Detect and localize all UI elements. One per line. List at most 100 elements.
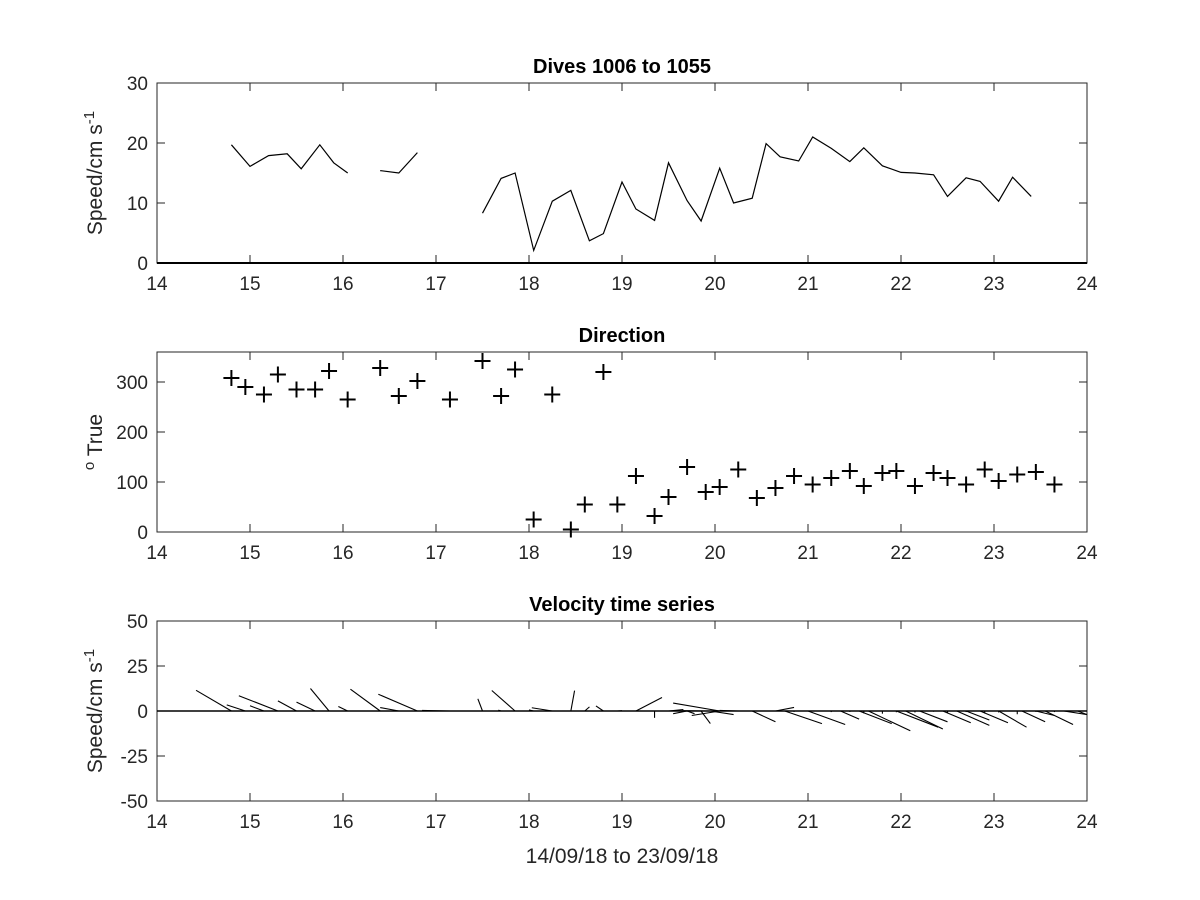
x-tick-label: 18 [518, 274, 539, 295]
x-tick-label: 19 [611, 543, 632, 564]
direction-point [576, 496, 593, 513]
y-tick-label: 10 [127, 194, 148, 215]
direction-point [841, 463, 858, 479]
direction-point [525, 511, 542, 528]
direction-point [730, 461, 747, 478]
direction-point [223, 370, 240, 386]
x-tick-label: 21 [797, 812, 818, 833]
direction-point [390, 388, 407, 404]
y-axis-label: Speed/cm s-1 [81, 649, 107, 773]
y-tick-label: -50 [121, 792, 148, 813]
velocity-stick [673, 702, 720, 712]
y-tick-label: 20 [127, 134, 148, 155]
velocity-stick [1035, 710, 1055, 717]
x-tick-label: 16 [332, 274, 353, 295]
direction-point [609, 496, 626, 513]
velocity-stick [531, 707, 553, 712]
axes-box [156, 82, 1088, 264]
velocity-stick [491, 690, 516, 712]
x-tick-label: 14 [146, 812, 168, 833]
velocity-stick [668, 709, 684, 712]
direction-point [976, 461, 993, 478]
velocity-stick [751, 710, 776, 723]
direction-point [767, 480, 784, 496]
velocity-stick [238, 695, 279, 712]
y-axis-label: Speed/cm s-1 [81, 111, 107, 235]
direction-point [888, 463, 905, 479]
direction-point [786, 468, 803, 484]
y-tick-label: 300 [116, 373, 148, 394]
direction-point [855, 478, 872, 494]
direction-point [679, 459, 696, 475]
x-tick-label: 16 [332, 543, 353, 564]
velocity-stick [422, 709, 450, 712]
velocity-stick [919, 710, 948, 723]
direction-point [874, 465, 891, 481]
direction-point [1009, 466, 1026, 483]
x-tick-label: 24 [1076, 274, 1098, 295]
direction-point [339, 391, 356, 408]
velocity-stick [635, 697, 663, 712]
x-tick-label: 19 [611, 812, 632, 833]
direction-point [925, 465, 942, 481]
speed-line-segment [230, 143, 349, 174]
x-tick-label: 23 [983, 274, 1004, 295]
direction-point [804, 476, 821, 493]
velocity-stick [378, 693, 418, 712]
direction-point [939, 470, 956, 486]
x-tick-label: 15 [239, 812, 260, 833]
x-tick-label: 23 [983, 812, 1004, 833]
direction-point [237, 379, 254, 395]
velocity-stick [277, 700, 297, 712]
direction-point [748, 490, 765, 506]
y-axis-label-text: True [84, 414, 107, 456]
x-tick-label: 19 [611, 274, 632, 295]
direction-point [409, 373, 426, 389]
direction-point [255, 386, 272, 403]
velocity-stick [858, 710, 892, 725]
velocity-stick [296, 701, 316, 712]
velocity-stick [528, 709, 534, 712]
velocity-stick [1063, 710, 1088, 716]
y-axis-label: o True [81, 414, 107, 470]
y-tick-label: 50 [127, 612, 148, 633]
velocity-stick [338, 706, 348, 712]
velocity-stick [784, 710, 823, 725]
x-tick-label: 21 [797, 274, 818, 295]
y-axis-label-text: Speed/cm s [84, 124, 107, 235]
x-tick-label: 17 [425, 274, 446, 295]
chart-title: Direction [579, 325, 666, 347]
velocity-stick [686, 710, 695, 715]
chart-title: Velocity time series [529, 594, 715, 616]
x-tick-label: 14 [146, 543, 168, 564]
y-tick-label: 0 [137, 254, 148, 275]
velocity-stick [956, 710, 990, 726]
velocity-stick [807, 710, 846, 726]
velocity-stick [310, 688, 330, 712]
velocity-stick [905, 710, 944, 730]
speed-panel: 14 15 16 17 18 19 20 21 22 23 24 0 10 20 30 Dives 1006 … [81, 56, 1098, 295]
y-tick-label: 100 [116, 473, 148, 494]
x-tick-label: 20 [704, 543, 725, 564]
x-tick-label: 20 [704, 274, 725, 295]
direction-point [507, 361, 524, 378]
velocity-stick [1044, 710, 1074, 725]
y-axis-label-prefix: o [81, 462, 98, 470]
velocity-stick [840, 710, 860, 720]
velocity-stick [350, 688, 381, 712]
velocity-panel: 14 15 16 17 18 19 20 21 22 23 24 -50 -25 0 25 50 Velocit… [81, 594, 1098, 868]
x-tick-label: 20 [704, 812, 725, 833]
velocity-stick [868, 710, 911, 732]
y-tick-label: 200 [116, 423, 148, 444]
direction-point [288, 381, 305, 398]
x-tick-label: 18 [518, 543, 539, 564]
direction-point [1046, 476, 1063, 493]
y-axis-label-superscript: -1 [81, 649, 98, 662]
velocity-stick [998, 710, 1027, 728]
direction-point [990, 473, 1007, 489]
velocity-stick [979, 710, 1009, 724]
velocity-stick [570, 690, 576, 712]
direction-point [307, 381, 324, 398]
direction-point [474, 353, 491, 369]
velocity-stick [195, 689, 232, 712]
